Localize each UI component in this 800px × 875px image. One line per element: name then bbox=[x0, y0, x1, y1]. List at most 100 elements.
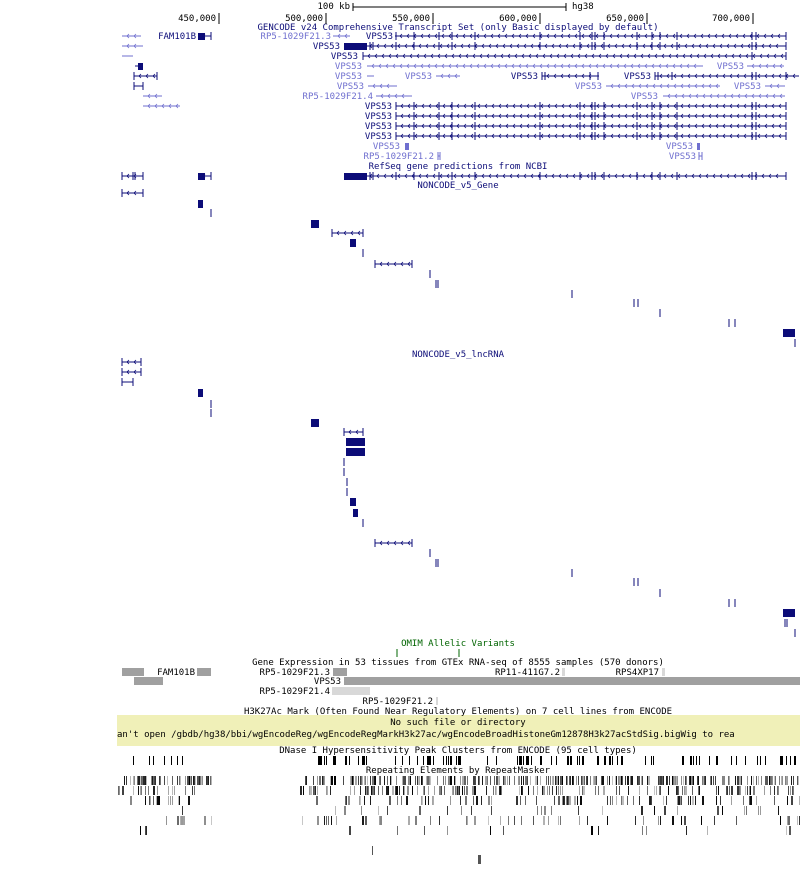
track-feature[interactable] bbox=[578, 776, 579, 785]
gtex-feature[interactable] bbox=[122, 668, 144, 676]
track-feature[interactable] bbox=[313, 776, 314, 785]
track-feature[interactable] bbox=[563, 796, 564, 805]
track-feature[interactable] bbox=[519, 786, 520, 795]
track-feature[interactable] bbox=[397, 796, 398, 805]
track-feature[interactable] bbox=[446, 756, 447, 765]
track-feature[interactable] bbox=[172, 796, 173, 805]
track-feature[interactable] bbox=[658, 776, 659, 785]
track-feature[interactable] bbox=[675, 776, 676, 785]
track-feature[interactable] bbox=[691, 776, 692, 785]
track-feature[interactable] bbox=[594, 776, 595, 785]
track-feature[interactable] bbox=[731, 756, 732, 765]
track-feature[interactable] bbox=[578, 806, 579, 815]
track-feature[interactable] bbox=[145, 776, 146, 785]
track-feature[interactable] bbox=[443, 756, 444, 765]
track-feature[interactable] bbox=[372, 846, 373, 855]
track-feature[interactable] bbox=[531, 756, 532, 765]
track-feature[interactable] bbox=[404, 786, 405, 795]
track-feature[interactable] bbox=[793, 776, 794, 785]
track-feature[interactable] bbox=[616, 796, 617, 805]
track-feature[interactable] bbox=[757, 756, 758, 765]
track-feature[interactable] bbox=[556, 786, 557, 795]
track-feature[interactable] bbox=[689, 776, 690, 785]
track-feature[interactable] bbox=[424, 826, 425, 835]
track-feature[interactable] bbox=[574, 796, 576, 805]
noncode-feature[interactable] bbox=[198, 389, 203, 397]
track-feature[interactable] bbox=[605, 756, 606, 765]
track-feature[interactable] bbox=[402, 756, 403, 765]
track-feature[interactable] bbox=[467, 786, 468, 795]
track-feature[interactable] bbox=[458, 756, 460, 765]
track-feature[interactable] bbox=[133, 756, 134, 765]
track-feature[interactable] bbox=[715, 776, 716, 785]
track-feature[interactable] bbox=[474, 816, 476, 825]
track-feature[interactable] bbox=[164, 756, 165, 765]
track-feature[interactable] bbox=[317, 816, 319, 825]
track-feature[interactable] bbox=[408, 816, 410, 825]
track-feature[interactable] bbox=[485, 776, 487, 785]
track-feature[interactable] bbox=[774, 786, 775, 795]
track-feature[interactable] bbox=[567, 756, 569, 765]
track-feature[interactable] bbox=[309, 786, 310, 795]
track-feature[interactable] bbox=[718, 786, 719, 795]
track-feature[interactable] bbox=[628, 786, 629, 795]
track-feature[interactable] bbox=[343, 776, 344, 785]
track-feature[interactable] bbox=[544, 806, 546, 815]
track-feature[interactable] bbox=[499, 786, 500, 795]
track-feature[interactable] bbox=[179, 796, 180, 805]
track-feature[interactable] bbox=[666, 776, 667, 785]
track-feature[interactable] bbox=[361, 776, 362, 785]
track-feature[interactable] bbox=[207, 776, 208, 785]
track-feature[interactable] bbox=[146, 826, 147, 835]
track-feature[interactable] bbox=[395, 786, 396, 795]
track-feature[interactable] bbox=[421, 796, 422, 805]
track-feature[interactable] bbox=[561, 776, 562, 785]
track-feature[interactable] bbox=[188, 776, 189, 785]
track-feature[interactable] bbox=[666, 796, 667, 805]
noncode-feature[interactable] bbox=[783, 609, 795, 617]
rmsk-track-title[interactable]: Repeating Elements by RepeatMasker bbox=[366, 766, 551, 776]
track-feature[interactable] bbox=[388, 786, 389, 795]
track-feature[interactable] bbox=[590, 776, 591, 785]
track-feature[interactable] bbox=[739, 776, 741, 785]
track-feature[interactable] bbox=[464, 786, 465, 795]
track-feature[interactable] bbox=[437, 776, 438, 785]
track-feature[interactable] bbox=[182, 756, 183, 765]
track-feature[interactable] bbox=[181, 816, 183, 825]
track-feature[interactable] bbox=[150, 796, 151, 805]
track-feature[interactable] bbox=[450, 756, 452, 765]
track-feature[interactable] bbox=[685, 776, 686, 785]
noncode-feature[interactable] bbox=[350, 239, 356, 247]
track-feature[interactable] bbox=[654, 806, 655, 815]
track-feature[interactable] bbox=[686, 776, 687, 785]
track-feature[interactable] bbox=[547, 786, 548, 795]
track-feature[interactable] bbox=[598, 786, 599, 795]
track-feature[interactable] bbox=[603, 786, 605, 795]
gene-feature-exon[interactable] bbox=[697, 143, 700, 150]
track-feature[interactable] bbox=[439, 786, 441, 795]
track-feature[interactable] bbox=[570, 756, 572, 765]
track-feature[interactable] bbox=[406, 796, 408, 805]
track-feature[interactable] bbox=[556, 776, 557, 785]
track-feature[interactable] bbox=[771, 776, 772, 785]
track-feature[interactable] bbox=[118, 786, 119, 795]
track-feature[interactable] bbox=[543, 816, 545, 825]
noncode-feature[interactable] bbox=[346, 438, 365, 446]
track-feature[interactable] bbox=[553, 776, 554, 785]
track-feature[interactable] bbox=[478, 855, 481, 864]
track-feature[interactable] bbox=[142, 776, 143, 785]
track-feature[interactable] bbox=[720, 796, 721, 805]
track-feature[interactable] bbox=[423, 786, 424, 795]
track-feature[interactable] bbox=[380, 816, 382, 825]
track-feature[interactable] bbox=[198, 776, 199, 785]
track-feature[interactable] bbox=[583, 786, 585, 795]
track-feature[interactable] bbox=[359, 796, 360, 805]
noncode-feature[interactable] bbox=[353, 509, 358, 517]
track-feature[interactable] bbox=[519, 776, 520, 785]
track-feature[interactable] bbox=[637, 776, 638, 785]
track-feature[interactable] bbox=[533, 786, 534, 795]
track-feature[interactable] bbox=[426, 776, 427, 785]
track-feature[interactable] bbox=[461, 806, 462, 815]
track-feature[interactable] bbox=[430, 816, 431, 825]
track-feature[interactable] bbox=[498, 776, 499, 785]
